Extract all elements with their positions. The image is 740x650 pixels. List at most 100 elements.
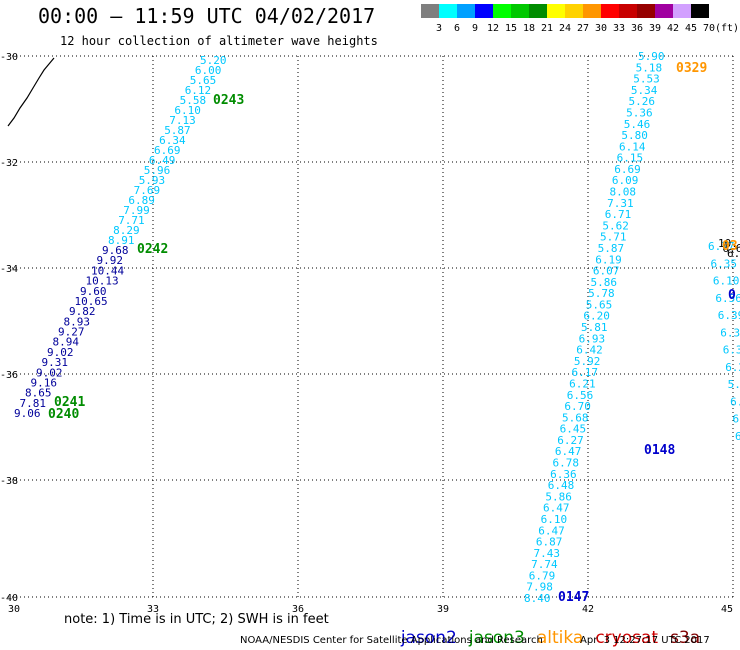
swh-value-left-track: 8.91 (108, 234, 135, 247)
y-tick-label: -30 (0, 52, 18, 63)
scale-label: 39 (648, 23, 662, 34)
swh-value-left-track: 6.89 (128, 194, 155, 207)
swh-value-right-track: 5.71 (600, 231, 627, 244)
pass-time-label: 0240 (48, 407, 79, 422)
pass-time-label: 0241 (54, 395, 85, 410)
swh-value-right-track: 6.33 (720, 326, 740, 339)
swh-value-right-track: 5.53 (633, 73, 660, 86)
swh-value-right-track: 7.98 (526, 581, 553, 594)
swh-value-right-track: 5.36 (626, 107, 653, 120)
swh-value-right-track: 5.65 (586, 298, 613, 311)
scale-swatch (457, 4, 475, 18)
swh-value-left-track: 9.02 (47, 346, 74, 359)
swh-value-right-track: 8.08 (610, 186, 637, 199)
x-tick-label: 33 (147, 604, 159, 615)
swh-value-right-track: 5.68 (562, 411, 589, 424)
swh-value-left-track: 5.93 (139, 174, 166, 187)
x-tick-label: 45 (721, 604, 733, 615)
swh-value-left-track: 9.31 (42, 356, 69, 369)
swh-value-right-track: 6.56 (567, 389, 594, 402)
scale-label: 36 (630, 23, 644, 34)
swh-value-left-track: 9.68 (102, 244, 129, 257)
swh-value-right-track: 6.56 (715, 292, 740, 305)
swh-value-right-track: 6.35 (711, 257, 738, 270)
swh-value-right-track: 6.47 (555, 445, 582, 458)
scale-label: 70 (702, 23, 716, 34)
swh-value-right-track: 6.07 (593, 265, 620, 278)
swh-value-right-track: 6.14 (619, 140, 646, 153)
wave-height-values: 5.206.005.656.125.586.107.135.876.346.69… (14, 50, 740, 605)
footer-note: note: 1) Time is in UTC; 2) SWH is in fe… (64, 612, 329, 627)
scale-label: 18 (522, 23, 536, 34)
swh-value-right-track: 6.10 (713, 275, 740, 288)
swh-value-right-track: 6.70 (564, 400, 591, 413)
page-title: 00:00 – 11:59 UTC 04/02/2017 (38, 4, 376, 28)
y-tick-label: -40 (0, 593, 18, 604)
swh-value-left-track: 6.34 (159, 134, 186, 147)
swh-value-right-track: 5.78 (588, 287, 615, 300)
swh-value-right-edge: 6.6 (723, 242, 740, 255)
pass-time-label: 0243 (213, 93, 244, 108)
swh-value-left-track: 9.02 (36, 366, 63, 379)
swh-value-right-track: 6.42 (576, 344, 603, 357)
swh-value-right-track: 6.77 (708, 240, 735, 253)
swh-value-right-track: 8.40 (524, 592, 551, 605)
y-tick-label: -32 (0, 158, 18, 169)
x-tick-label: 39 (437, 604, 449, 615)
swh-value-left-track: 8.94 (53, 336, 80, 349)
scale-swatch (421, 4, 439, 18)
scale-swatch (655, 4, 673, 18)
swh-value-left-track: 5.87 (164, 124, 191, 137)
scale-label: 42 (666, 23, 680, 34)
swh-value-left-track: 9.92 (97, 254, 124, 267)
swh-value-right-track: 6.09 (612, 174, 639, 187)
scale-unit: (ft) (714, 23, 740, 34)
swh-value-right-track: 5.46 (624, 118, 651, 131)
swh-value-left-track: 6.10 (174, 104, 201, 117)
swh-value-left-track: 9.16 (31, 376, 58, 389)
x-tick-label: 42 (582, 604, 594, 615)
swh-value-right-track: 6.48 (548, 479, 575, 492)
swh-value-left-track: 7.69 (134, 184, 161, 197)
swh-value-right-track: 6.17 (572, 366, 599, 379)
pass-time-label: 0 (728, 288, 736, 303)
scale-label: 12 (486, 23, 500, 34)
swh-value-left-track: 9.27 (58, 326, 85, 339)
swh-value-left-track: 7.71 (118, 214, 145, 227)
generated-timestamp: Apr 3 12:27:17 UTC 2017 (580, 635, 710, 646)
swh-value-left-track: 10.44 (91, 264, 124, 277)
swh-value-right-track: 6.29 (725, 361, 740, 374)
swh-value-right-track: 6.2 (733, 413, 740, 426)
swh-value-right-track: 6.2 (730, 396, 740, 409)
coastline (7, 57, 55, 127)
swh-value-left-track: 5.96 (144, 164, 171, 177)
swh-value-left-track: 9.60 (80, 285, 107, 298)
swh-value-right-track: 5.9 (728, 378, 740, 391)
pass-time-label: 0242 (137, 242, 168, 257)
pass-time-label: 0148 (644, 443, 675, 458)
swh-value-right-track: 6.47 (543, 502, 570, 515)
pass-time-label: 0329 (676, 61, 707, 76)
swh-value-right-track: 6.79 (529, 569, 556, 582)
satellite-legend: jason2 jason3 altika cryosat s3a (390, 608, 712, 648)
swh-value-right-track: 7.43 (534, 547, 561, 560)
swh-value-right-track: 6.87 (536, 536, 563, 549)
scale-swatch (439, 4, 457, 18)
swh-value-right-track: 6 (735, 430, 740, 443)
swh-value-right-track: 6.71 (605, 208, 632, 221)
scale-swatch (511, 4, 529, 18)
scale-label: 30 (594, 23, 608, 34)
scale-swatch (529, 4, 547, 18)
scale-swatch (565, 4, 583, 18)
credit-line: NOAA/NESDIS Center for Satellite Applica… (240, 635, 543, 646)
swh-value-left-track: 6.49 (149, 154, 176, 167)
wave-height-color-scale: 3 6 9 12 15 18 21 24 27 30 33 36 39 42 45 70 (ft) (421, 4, 739, 36)
swh-value-left-track: 9.82 (69, 305, 96, 318)
swh-value-right-track: 5.86 (591, 276, 618, 289)
swh-value-right-track: 5.34 (631, 84, 658, 97)
swh-value-right-track: 6.39 (718, 309, 740, 322)
swh-value-right-track: 6.47 (538, 524, 565, 537)
legend-altika: altika (536, 628, 584, 648)
swh-value-left-track: 7.81 (20, 397, 47, 410)
